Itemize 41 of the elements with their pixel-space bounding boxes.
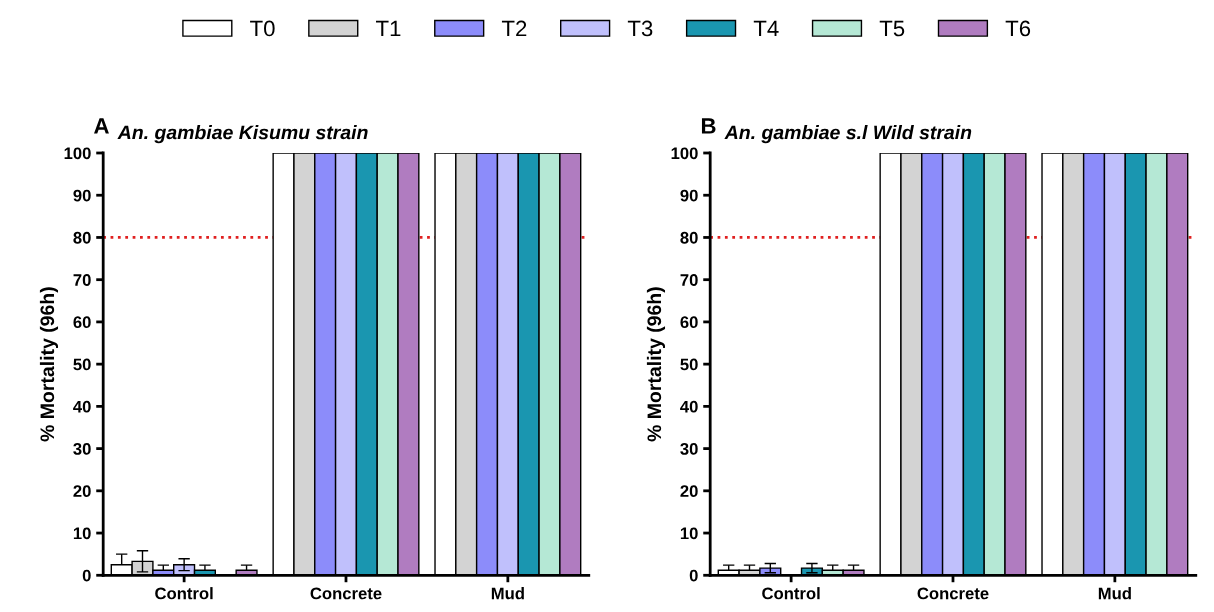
legend-label: T3 <box>627 20 653 37</box>
y-axis-title: % Mortality (96h) <box>646 287 666 442</box>
y-tick-label: 40 <box>73 400 91 413</box>
text: A <box>94 118 109 134</box>
y-tick-label: 80 <box>73 231 91 244</box>
x-tick-label: Control <box>762 587 820 600</box>
legend-label: T1 <box>376 20 401 37</box>
x-tick-label: Mud <box>1098 587 1131 600</box>
y-tick-label: 30 <box>680 443 698 455</box>
text: B <box>701 118 716 134</box>
y-tick-label: 100 <box>671 147 698 160</box>
legend-label: T6 <box>1005 20 1031 37</box>
y-tick-label: 0 <box>82 569 91 582</box>
legend-label: T5 <box>879 20 905 37</box>
y-tick-label: 10 <box>680 527 698 540</box>
y-tick-label: 90 <box>73 189 91 202</box>
y-tick-label: 40 <box>680 400 698 413</box>
y-tick-label: 20 <box>680 485 698 498</box>
y-tick-label: 90 <box>680 189 698 202</box>
legend-label: T2 <box>501 20 527 37</box>
y-tick-label: 20 <box>73 485 91 498</box>
y-tick-label: 50 <box>680 358 698 371</box>
y-tick-label: 80 <box>680 231 698 244</box>
x-tick-label: Concrete <box>917 587 989 600</box>
y-tick-label: 50 <box>73 358 91 371</box>
y-tick-label: 10 <box>73 527 91 540</box>
legend-label: T0 <box>250 20 275 37</box>
y-axis-title: % Mortality (96h) <box>39 287 59 442</box>
y-tick-label: 70 <box>680 274 698 286</box>
y-tick-label: 70 <box>73 274 91 286</box>
chart-title: An. gambiae s.l Wild strain <box>724 125 972 144</box>
legend-label: T4 <box>753 20 779 37</box>
x-tick-label: Mud <box>491 587 524 600</box>
x-tick-label: Control <box>155 587 213 600</box>
y-tick-label: 0 <box>689 569 698 582</box>
y-tick-label: 30 <box>73 443 91 455</box>
y-tick-label: 60 <box>73 316 91 329</box>
y-tick-label: 60 <box>680 316 698 329</box>
x-tick-label: Concrete <box>310 587 382 600</box>
chart-title: An. gambiae Kisumu strain <box>117 125 368 144</box>
y-tick-label: 100 <box>64 147 91 160</box>
